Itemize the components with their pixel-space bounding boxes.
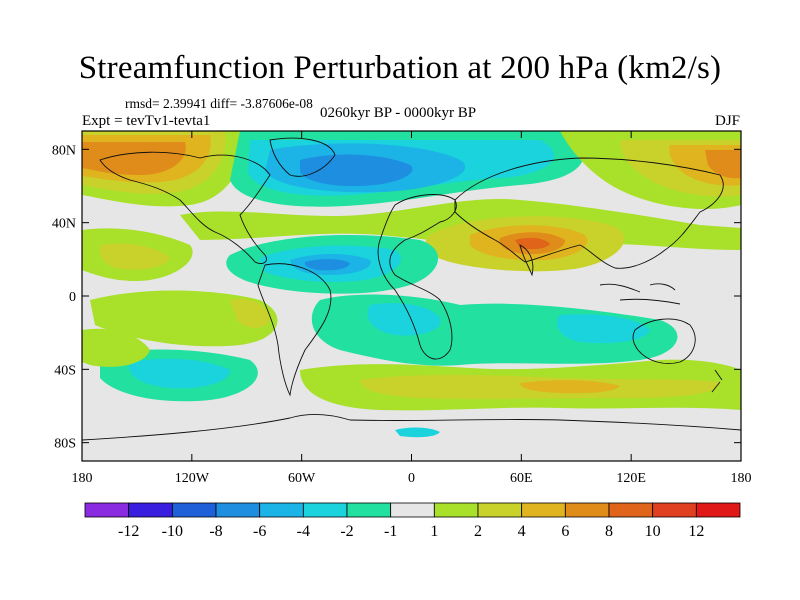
coast-new-zealand [711, 369, 723, 393]
experiment-label: Expt = tevTv1-tevta1 [82, 113, 211, 129]
contour-east-pacific-mid [230, 298, 270, 328]
longitude-axis: 180 120W 60W 0 60E 120E 180 [72, 131, 752, 486]
colorbar-label: 4 [518, 523, 526, 540]
period-label: 0260kyr BP - 0000kyr BP [320, 105, 477, 121]
contour-east-pacific [90, 290, 278, 347]
colorbar-swatch [695, 502, 741, 518]
colorbar-swatch [564, 502, 610, 518]
lat-tick-label: 40N [52, 217, 76, 232]
colorbar-swatch [128, 502, 173, 518]
coast-eurasia [454, 157, 724, 269]
colorbar-swatch [84, 502, 130, 518]
season-label: DJF [714, 113, 740, 129]
colorbar-swatch [346, 502, 392, 518]
lon-tick-label: 60E [510, 471, 533, 486]
colorbar-swatch [477, 502, 523, 518]
coast-maritime-continent [599, 283, 681, 305]
contour-tropical-atlantic-core [304, 259, 350, 271]
coast-antarctica [82, 413, 741, 441]
colorbar-label: 8 [605, 523, 613, 540]
stats-text: rmsd= 2.39941 diff= -3.87606e-08 [125, 96, 313, 111]
colorbar-label: -4 [297, 523, 310, 540]
lon-tick-label: 180 [72, 471, 93, 486]
lat-tick-label: 80N [52, 143, 76, 158]
lon-tick-label: 120W [175, 471, 210, 486]
colorbar-swatch [390, 502, 435, 518]
colorbar-swatch [652, 502, 697, 518]
colorbar-label: 6 [561, 523, 569, 540]
colorbar-label: -8 [209, 523, 222, 540]
lon-tick-label: 0 [408, 471, 415, 486]
latitude-axis: 80N 40N 0 40S 80S [52, 143, 741, 452]
contour-antarctic-edge [395, 427, 440, 438]
colorbar-swatch [608, 502, 654, 518]
contour-south-atlantic-mid [367, 303, 441, 336]
colorbar-label: 10 [645, 523, 661, 540]
colorbar-label: 1 [430, 523, 438, 540]
colorbar: -12 -10 -8 -6 -4 -2 -1 1 2 4 6 8 10 12 [84, 502, 741, 540]
colorbar-label: 2 [474, 523, 482, 540]
chart-title: Streamfunction Perturbation at 200 hPa (… [78, 50, 722, 86]
colorbar-label: -1 [384, 523, 397, 540]
colorbar-label: -12 [118, 523, 139, 540]
lat-tick-label: 0 [69, 290, 76, 305]
colorbar-swatch [521, 502, 566, 518]
contour-north-pacific-core [82, 142, 186, 175]
coast-south-america [257, 263, 332, 397]
colorbar-swatch [302, 502, 348, 518]
colorbar-label: -10 [162, 523, 183, 540]
contour-south-indian-mid [556, 314, 650, 344]
colorbar-swatch [259, 502, 304, 518]
contour-south-asia-core [515, 237, 550, 250]
lon-tick-label: 180 [731, 471, 752, 486]
lon-tick-label: 60W [288, 471, 316, 486]
colorbar-label: -6 [253, 523, 266, 540]
coastlines [82, 137, 741, 441]
contour-southern-band-west [82, 328, 150, 367]
colorbar-label: 12 [688, 523, 704, 540]
colorbar-swatch [433, 502, 479, 518]
colorbar-swatch [171, 502, 217, 518]
coast-india [519, 244, 534, 277]
coast-greenland [269, 137, 336, 177]
coast-north-america [99, 151, 271, 265]
lon-tick-label: 120E [616, 471, 646, 486]
contour-ne-asia-core [705, 150, 741, 179]
coast-australia [632, 318, 696, 364]
contour-west-pacific-mid [99, 243, 170, 270]
contour-south-pacific-mid [129, 358, 230, 389]
contour-fields [82, 131, 741, 438]
colorbar-label: -2 [340, 523, 353, 540]
contour-southern-band-high [520, 380, 620, 394]
coast-europe-africa [377, 194, 457, 360]
contour-north-atlantic-core [300, 154, 413, 187]
lat-tick-label: 80S [54, 437, 76, 452]
lat-tick-label: 40S [54, 363, 76, 378]
colorbar-swatch [215, 502, 261, 518]
